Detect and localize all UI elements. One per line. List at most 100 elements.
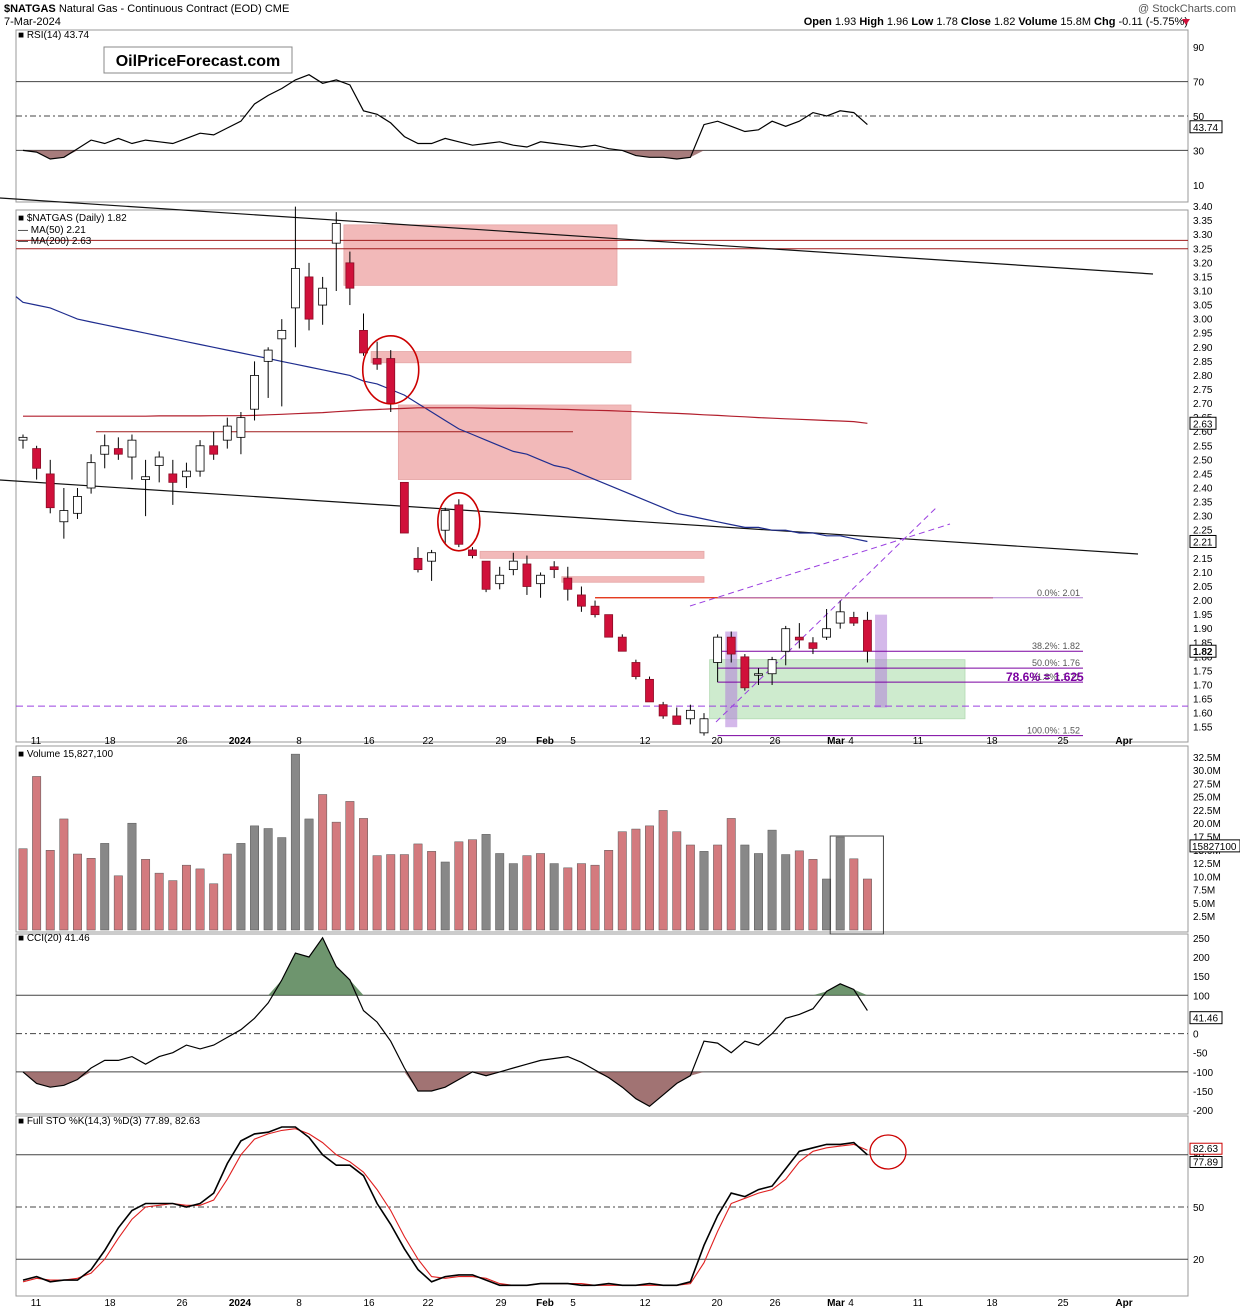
cci-frame	[15, 933, 1189, 1115]
highlight-circle	[869, 1134, 907, 1170]
ma50-last-box	[1189, 534, 1217, 548]
candle-body	[86, 462, 96, 489]
price-tick-label: 3.30	[1193, 230, 1213, 241]
price-tick-label: 1.95	[1193, 610, 1213, 621]
candle-body	[549, 566, 559, 571]
x-tick-label: 11	[31, 736, 42, 747]
x-tick-label: 20	[711, 736, 723, 747]
volume-bar	[699, 851, 709, 931]
volume-bar	[250, 825, 259, 931]
candle-body	[32, 448, 42, 469]
volume-tick-label: 25.0M	[1193, 793, 1221, 804]
volume-bar	[604, 850, 614, 931]
sto-d-line	[22, 1128, 868, 1286]
x-tick-label: 11	[913, 736, 924, 747]
highlight-circle	[361, 334, 420, 405]
sto-k-line	[22, 1126, 868, 1287]
x-tick-label: 5	[570, 736, 576, 747]
fib-label: 0.0%: 2.01	[1037, 588, 1080, 598]
x-tick-label: 12	[639, 1298, 651, 1309]
candle-body	[631, 662, 641, 677]
price-tick-label: 2.05	[1193, 582, 1213, 593]
price-tick-label: 2.75	[1193, 385, 1213, 396]
candle-body	[263, 349, 273, 362]
volume-tick-label: 5.0M	[1193, 899, 1215, 910]
candle-body	[304, 276, 314, 320]
candle-body	[577, 594, 586, 607]
volume-panel: 32.5M30.0M27.5M25.0M22.5M20.0M17.5M15.0M…	[18, 753, 1240, 935]
volume-bar	[304, 818, 314, 931]
candle-body	[318, 287, 328, 306]
vol-frame	[15, 745, 1189, 933]
volume-bar	[32, 776, 42, 931]
candle-body	[290, 268, 300, 309]
x-axis: 11 11 18 18 26 26 2024 2024 8 8 16 16 22 22 29 29 Feb Feb…	[31, 736, 1133, 1309]
volume-tick-label: 12.5M	[1193, 859, 1221, 870]
cci-title: ■ CCI(20) 41.46	[18, 933, 90, 944]
resistance-zone	[343, 224, 618, 286]
volume-bar	[168, 880, 178, 931]
x-tick-label: 8	[296, 736, 302, 747]
candle-body	[440, 510, 450, 531]
volume-bar	[141, 859, 151, 931]
volume-bar	[522, 855, 532, 931]
volume-bar	[781, 854, 791, 931]
volume-bar	[154, 872, 164, 931]
volume-bar	[236, 843, 246, 931]
price-tick-label: 2.70	[1193, 399, 1213, 410]
candle-body	[454, 504, 464, 545]
resistance-zone	[397, 404, 632, 480]
trend-line	[0, 479, 1139, 555]
volume-bar	[631, 828, 641, 931]
fib-label: 61.8%: 1.71	[1032, 672, 1080, 682]
rsi-tick-label: 70	[1193, 78, 1205, 89]
rsi-last-box	[1189, 120, 1223, 134]
price-tick-label: 2.60	[1193, 427, 1213, 438]
cci-tick-label: 150	[1193, 972, 1210, 983]
fib-label: 38.2%: 1.82	[1032, 641, 1080, 651]
volume-bar	[372, 855, 382, 931]
candle-body	[45, 473, 55, 509]
cci-overbought-fill	[23, 937, 868, 996]
volume-tick-label: 32.5M	[1193, 753, 1221, 764]
trend-line	[0, 197, 1154, 275]
candle-highlight	[725, 631, 738, 728]
candle-body	[141, 476, 150, 480]
candle-body	[508, 560, 518, 571]
volume-last-value: 15827100	[1192, 842, 1237, 853]
candle-body	[536, 574, 545, 585]
price-tick-label: 1.80	[1193, 652, 1213, 663]
volume-bar	[495, 853, 505, 931]
sto-k-last-box	[1189, 1155, 1223, 1168]
x-tick-label: 25	[1057, 1298, 1069, 1309]
candle-body	[604, 614, 614, 638]
volume-bar	[536, 853, 546, 931]
cci-line	[22, 936, 868, 1108]
fib-label: 100.0%: 1.52	[1027, 726, 1080, 736]
resistance-zone	[370, 351, 632, 364]
candle-body	[672, 715, 682, 725]
volume-bar	[277, 837, 287, 931]
price-last-box	[1189, 644, 1217, 658]
x-tick-label: Feb	[536, 736, 554, 747]
candle-body	[250, 375, 259, 410]
price-tick-label: 2.90	[1193, 343, 1213, 354]
highlight-circle	[437, 491, 481, 552]
price-tick-label: 2.55	[1193, 441, 1213, 452]
x-tick-label: Feb	[536, 1298, 554, 1309]
price-tick-label: 2.15	[1193, 554, 1213, 565]
volume-bar	[359, 818, 368, 931]
volume-tick-label: 7.5M	[1193, 886, 1215, 897]
volume-tick-label: 17.5M	[1193, 833, 1221, 844]
candle-body	[794, 636, 804, 641]
candle-body	[154, 456, 164, 466]
cci-tick-label: 200	[1193, 953, 1210, 964]
candle-body	[495, 574, 505, 585]
volume-bar	[808, 859, 818, 931]
volume-bar	[345, 801, 355, 931]
candle-body	[617, 636, 627, 652]
cci-tick-label: 250	[1193, 934, 1210, 945]
volume-bar	[454, 841, 464, 931]
price-tick-label: 3.20	[1193, 258, 1213, 269]
